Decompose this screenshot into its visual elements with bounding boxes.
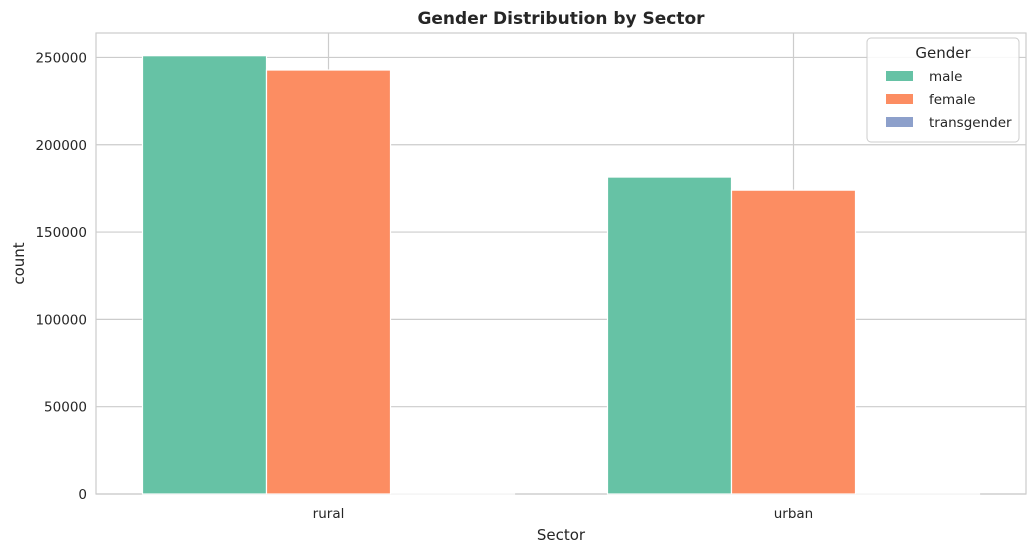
y-axis-label: count [10,242,28,284]
legend-label-male: male [929,69,962,85]
legend-label-transgender: transgender [929,115,1012,131]
chart-title: Gender Distribution by Sector [417,9,705,29]
legend-swatch-female [886,94,913,104]
legend-title: Gender [915,44,971,62]
x-axis-label: Sector [537,526,586,544]
x-tick-labels: rural urban [313,506,814,522]
y-tick-label: 200000 [35,138,87,154]
legend-swatch-male [886,71,913,81]
legend-box [866,37,1020,143]
x-tick-label: urban [774,506,814,522]
legend: Gender male female transgender [866,37,1020,143]
y-tick-label: 250000 [35,50,87,66]
legend-items: male female transgender [886,69,1012,131]
y-tick-label: 100000 [35,312,87,328]
bars [141,55,981,495]
bar-male-rural [141,55,268,495]
y-tick-label: 150000 [35,225,87,241]
y-tick-labels: 0 50000 100000 150000 200000 250000 [35,50,87,503]
legend-label-female: female [929,92,976,108]
x-tick-label: rural [313,506,345,522]
legend-swatch-transgender [886,117,913,127]
bar-female-urban [730,189,857,495]
bar-male-urban [606,176,733,495]
y-tick-label: 0 [78,487,87,503]
bar-female-rural [265,69,392,495]
y-tick-label: 50000 [44,400,87,416]
